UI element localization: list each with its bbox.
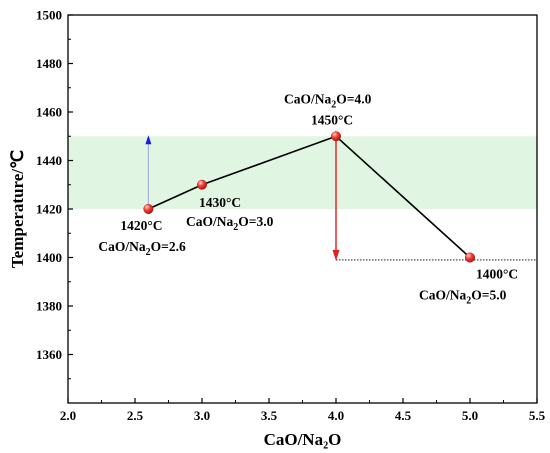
y-tick-label: 1380: [36, 299, 62, 314]
x-axis-title: CaO/Na₂O: [264, 430, 342, 449]
y-axis-title: Temperature/℃: [8, 150, 27, 268]
y-tick-label: 1420: [36, 202, 62, 217]
x-tick-label: 3.0: [194, 408, 210, 423]
down-arrow-head: [332, 249, 340, 261]
annotation-temperature: 1430°C: [199, 195, 241, 210]
annotation-ratio: CaO/Na2O=2.6: [98, 239, 186, 258]
data-point: [196, 179, 207, 190]
data-point: [331, 131, 342, 142]
y-tick-label: 1480: [36, 56, 62, 71]
x-tick-label: 2.0: [60, 408, 76, 423]
series-line: [148, 135, 471, 259]
x-tick-label: 4.5: [395, 408, 412, 423]
target-temperature-band: [68, 136, 537, 209]
annotation-temperature: 1450°C: [311, 112, 353, 127]
x-tick-label: 3.5: [261, 408, 278, 423]
annotation-ratio: CaO/Na2O=4.0: [284, 91, 372, 110]
x-tick-label: 5.5: [529, 408, 546, 423]
annotation-ratio: CaO/Na2O=3.0: [186, 214, 274, 233]
data-point: [465, 252, 476, 263]
y-tick-label: 1460: [36, 105, 62, 120]
x-tick-label: 5.0: [462, 408, 478, 423]
data-point: [143, 203, 154, 214]
y-tick-label: 1400: [36, 250, 62, 265]
y-tick-label: 1500: [36, 8, 62, 23]
y-tick-label: 1360: [36, 347, 62, 362]
annotation-temperature: 1400°C: [476, 267, 518, 282]
y-tick-label: 1440: [36, 153, 62, 168]
x-tick-label: 2.5: [127, 408, 144, 423]
x-tick-label: 4.0: [328, 408, 344, 423]
up-arrow-head: [145, 135, 152, 145]
annotation-ratio: CaO/Na2O=5.0: [419, 288, 507, 307]
annotation-temperature: 1420°C: [120, 218, 162, 233]
